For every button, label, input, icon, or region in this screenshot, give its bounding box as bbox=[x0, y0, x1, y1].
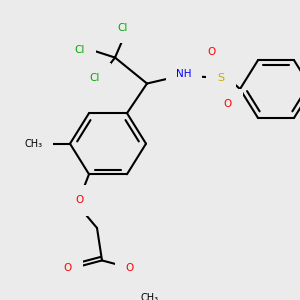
Text: O: O bbox=[207, 47, 215, 57]
Text: NH: NH bbox=[176, 69, 192, 79]
Text: O: O bbox=[75, 195, 83, 205]
Text: O: O bbox=[126, 263, 134, 273]
Text: Cl: Cl bbox=[118, 23, 128, 33]
Text: CH₃: CH₃ bbox=[141, 293, 159, 300]
Text: Cl: Cl bbox=[75, 45, 85, 55]
Text: S: S bbox=[218, 73, 225, 83]
Text: Cl: Cl bbox=[90, 73, 100, 83]
Text: CH₃: CH₃ bbox=[25, 139, 43, 149]
Text: O: O bbox=[64, 263, 72, 273]
Text: O: O bbox=[224, 99, 232, 109]
